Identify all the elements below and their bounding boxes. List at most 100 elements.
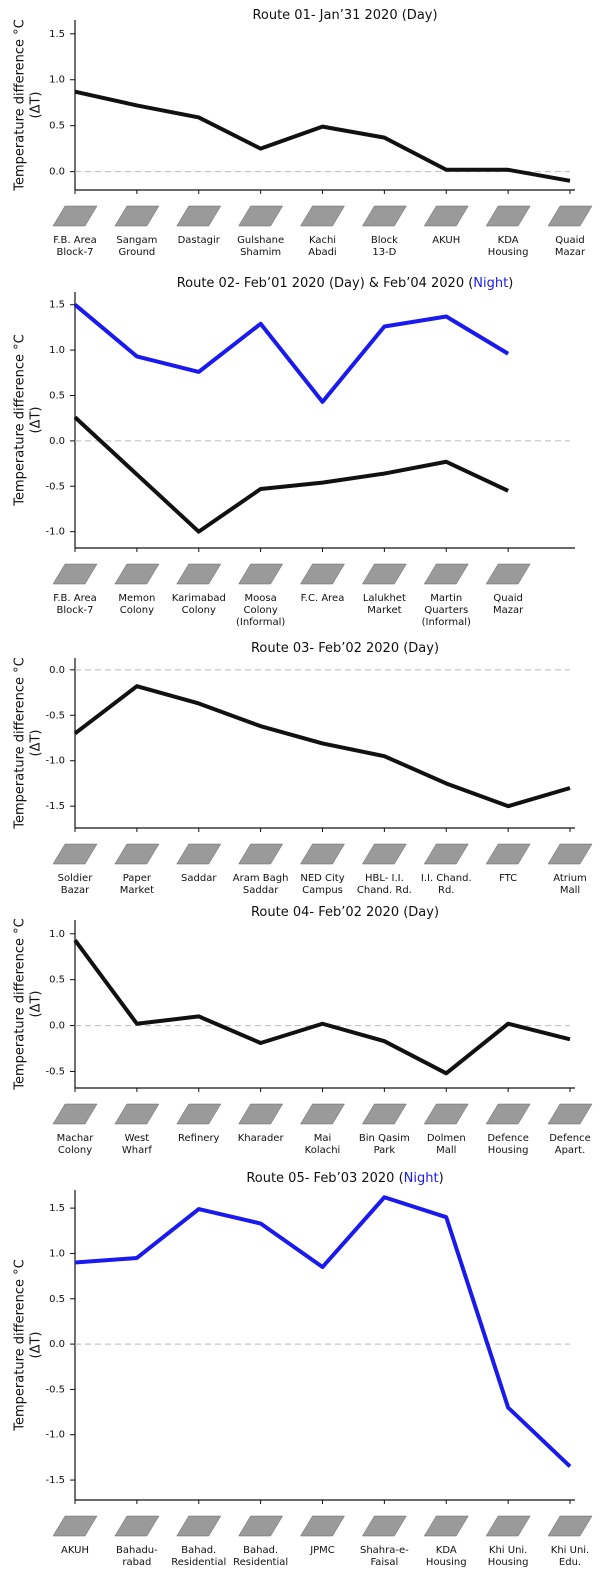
y-axis-label: (ΔT) bbox=[29, 92, 44, 119]
x-tick-label: Aram Bagh Saddar bbox=[233, 873, 289, 896]
x-tick-label: Block 13-D bbox=[371, 235, 398, 258]
y-tick-label: 0.0 bbox=[49, 436, 65, 447]
title-part: Route 01- Jan’31 2020 (Day) bbox=[252, 8, 437, 23]
site-icon bbox=[52, 205, 98, 227]
x-tick-label: Bahad. Residential bbox=[233, 1545, 288, 1568]
x-tick-label: Shahra-e-Faisal bbox=[360, 1545, 409, 1568]
title-part: Route 02- Feb’01 2020 (Day) & Feb’04 202… bbox=[177, 276, 474, 291]
x-tick-label: Moosa Colony (Informal) bbox=[236, 593, 285, 628]
x-tick-label: Dastagir bbox=[178, 235, 221, 246]
site-icon bbox=[114, 563, 160, 585]
site-icon bbox=[423, 205, 469, 227]
y-axis-label: (ΔT) bbox=[29, 407, 44, 434]
y-tick-label: -1.0 bbox=[45, 527, 65, 538]
site-icon bbox=[547, 1103, 593, 1125]
data-line bbox=[74, 1195, 572, 1468]
site-icon bbox=[423, 843, 469, 865]
site-icon bbox=[547, 1515, 593, 1537]
x-tick-label: Quaid Mazar bbox=[493, 593, 524, 616]
site-icon bbox=[423, 1515, 469, 1537]
y-axis-label: (ΔT) bbox=[29, 730, 44, 757]
title-part: Night bbox=[473, 276, 508, 291]
y-axis-label: (ΔT) bbox=[29, 1332, 44, 1359]
y-tick-label: 0.0 bbox=[49, 167, 65, 178]
site-icon bbox=[361, 563, 407, 585]
site-icon bbox=[176, 563, 222, 585]
y-axis-label: (ΔT) bbox=[29, 991, 44, 1018]
x-tick-label: AKUH bbox=[432, 235, 460, 246]
y-tick-label: -1.5 bbox=[45, 1475, 65, 1486]
data-line bbox=[73, 939, 571, 1076]
y-axis-label: Temperature difference °C bbox=[13, 918, 28, 1090]
x-tick-label: Bahad. Residential bbox=[171, 1545, 226, 1568]
y-tick-label: 1.5 bbox=[49, 29, 65, 40]
site-icon bbox=[361, 1103, 407, 1125]
title-part: Route 05- Feb’03 2020 ( bbox=[246, 1171, 403, 1186]
site-icon bbox=[114, 1515, 160, 1537]
x-tick-label: Sangam Ground bbox=[116, 235, 157, 258]
y-tick-label: -0.5 bbox=[45, 710, 65, 721]
site-icon bbox=[52, 1103, 98, 1125]
x-tick-label: Paper Market bbox=[120, 873, 154, 896]
title-part: Night bbox=[404, 1171, 439, 1186]
site-icon bbox=[485, 1103, 531, 1125]
site-icon bbox=[114, 1103, 160, 1125]
x-tick-label: Dolmen Mall bbox=[427, 1133, 466, 1156]
site-icon bbox=[300, 1103, 345, 1125]
x-tick-label: I.I. Chand. Rd. bbox=[421, 873, 472, 896]
y-tick-label: 1.0 bbox=[49, 929, 65, 940]
x-tick-label: AKUH bbox=[61, 1545, 89, 1556]
x-tick-label: Bahadu-rabad bbox=[116, 1545, 158, 1568]
x-tick-label: Kharader bbox=[238, 1133, 285, 1144]
title-part: ) bbox=[508, 276, 513, 291]
data-line bbox=[73, 684, 571, 809]
site-icon bbox=[361, 1515, 407, 1537]
site-icon bbox=[176, 1515, 222, 1537]
data-line bbox=[73, 415, 509, 534]
y-tick-label: 0.5 bbox=[49, 1294, 65, 1305]
x-tick-label: Atrium Mall bbox=[553, 873, 587, 896]
y-tick-label: -0.5 bbox=[45, 1066, 65, 1077]
site-icon bbox=[300, 205, 345, 227]
site-icon bbox=[485, 563, 531, 585]
chart-title: Route 02- Feb’01 2020 (Day) & Feb’04 202… bbox=[177, 276, 514, 291]
y-tick-label: 0.5 bbox=[49, 121, 65, 132]
y-tick-label: 1.0 bbox=[49, 1248, 65, 1259]
site-icon bbox=[423, 563, 469, 585]
chart-title: Route 05- Feb’03 2020 (Night) bbox=[246, 1171, 443, 1186]
y-axis-label: Temperature difference °C bbox=[13, 1259, 28, 1431]
x-tick-label: JPMC bbox=[309, 1545, 335, 1556]
y-axis-label: Temperature difference °C bbox=[13, 334, 28, 506]
x-tick-label: Khi Uni. Housing bbox=[488, 1545, 529, 1568]
site-icon bbox=[176, 205, 222, 227]
site-icon bbox=[300, 563, 345, 585]
y-tick-label: 0.0 bbox=[49, 1021, 65, 1032]
x-tick-label: Martin Quarters (Informal) bbox=[422, 593, 471, 628]
site-icon bbox=[52, 1515, 98, 1537]
x-tick-label: Saddar bbox=[181, 873, 217, 884]
site-icon bbox=[300, 1515, 345, 1537]
site-icon bbox=[485, 205, 531, 227]
x-tick-label: Soldier Bazar bbox=[58, 873, 94, 896]
x-tick-label: KDA Housing bbox=[488, 235, 529, 258]
site-icon bbox=[176, 843, 222, 865]
x-tick-label: Karimabad Colony bbox=[172, 593, 226, 616]
y-tick-label: 0.0 bbox=[49, 665, 65, 676]
data-line bbox=[74, 89, 571, 183]
site-icon bbox=[485, 843, 531, 865]
site-icon bbox=[52, 843, 98, 865]
y-tick-label: 1.5 bbox=[49, 300, 65, 311]
site-icon bbox=[114, 205, 160, 227]
site-icon bbox=[238, 1515, 284, 1537]
site-icon bbox=[176, 1103, 222, 1125]
data-line bbox=[73, 303, 510, 404]
site-icon bbox=[547, 843, 593, 865]
x-tick-label: Machar Colony bbox=[57, 1133, 95, 1156]
x-tick-label: Defence Apart. bbox=[549, 1133, 591, 1156]
chart-title: Route 01- Jan’31 2020 (Day) bbox=[252, 8, 437, 23]
y-tick-label: -0.5 bbox=[45, 1384, 65, 1395]
x-tick-label: Memon Colony bbox=[118, 593, 155, 616]
x-tick-label: NED City Campus bbox=[300, 873, 344, 896]
site-icon bbox=[238, 1103, 284, 1125]
x-tick-label: Mai Kolachi bbox=[305, 1133, 341, 1156]
